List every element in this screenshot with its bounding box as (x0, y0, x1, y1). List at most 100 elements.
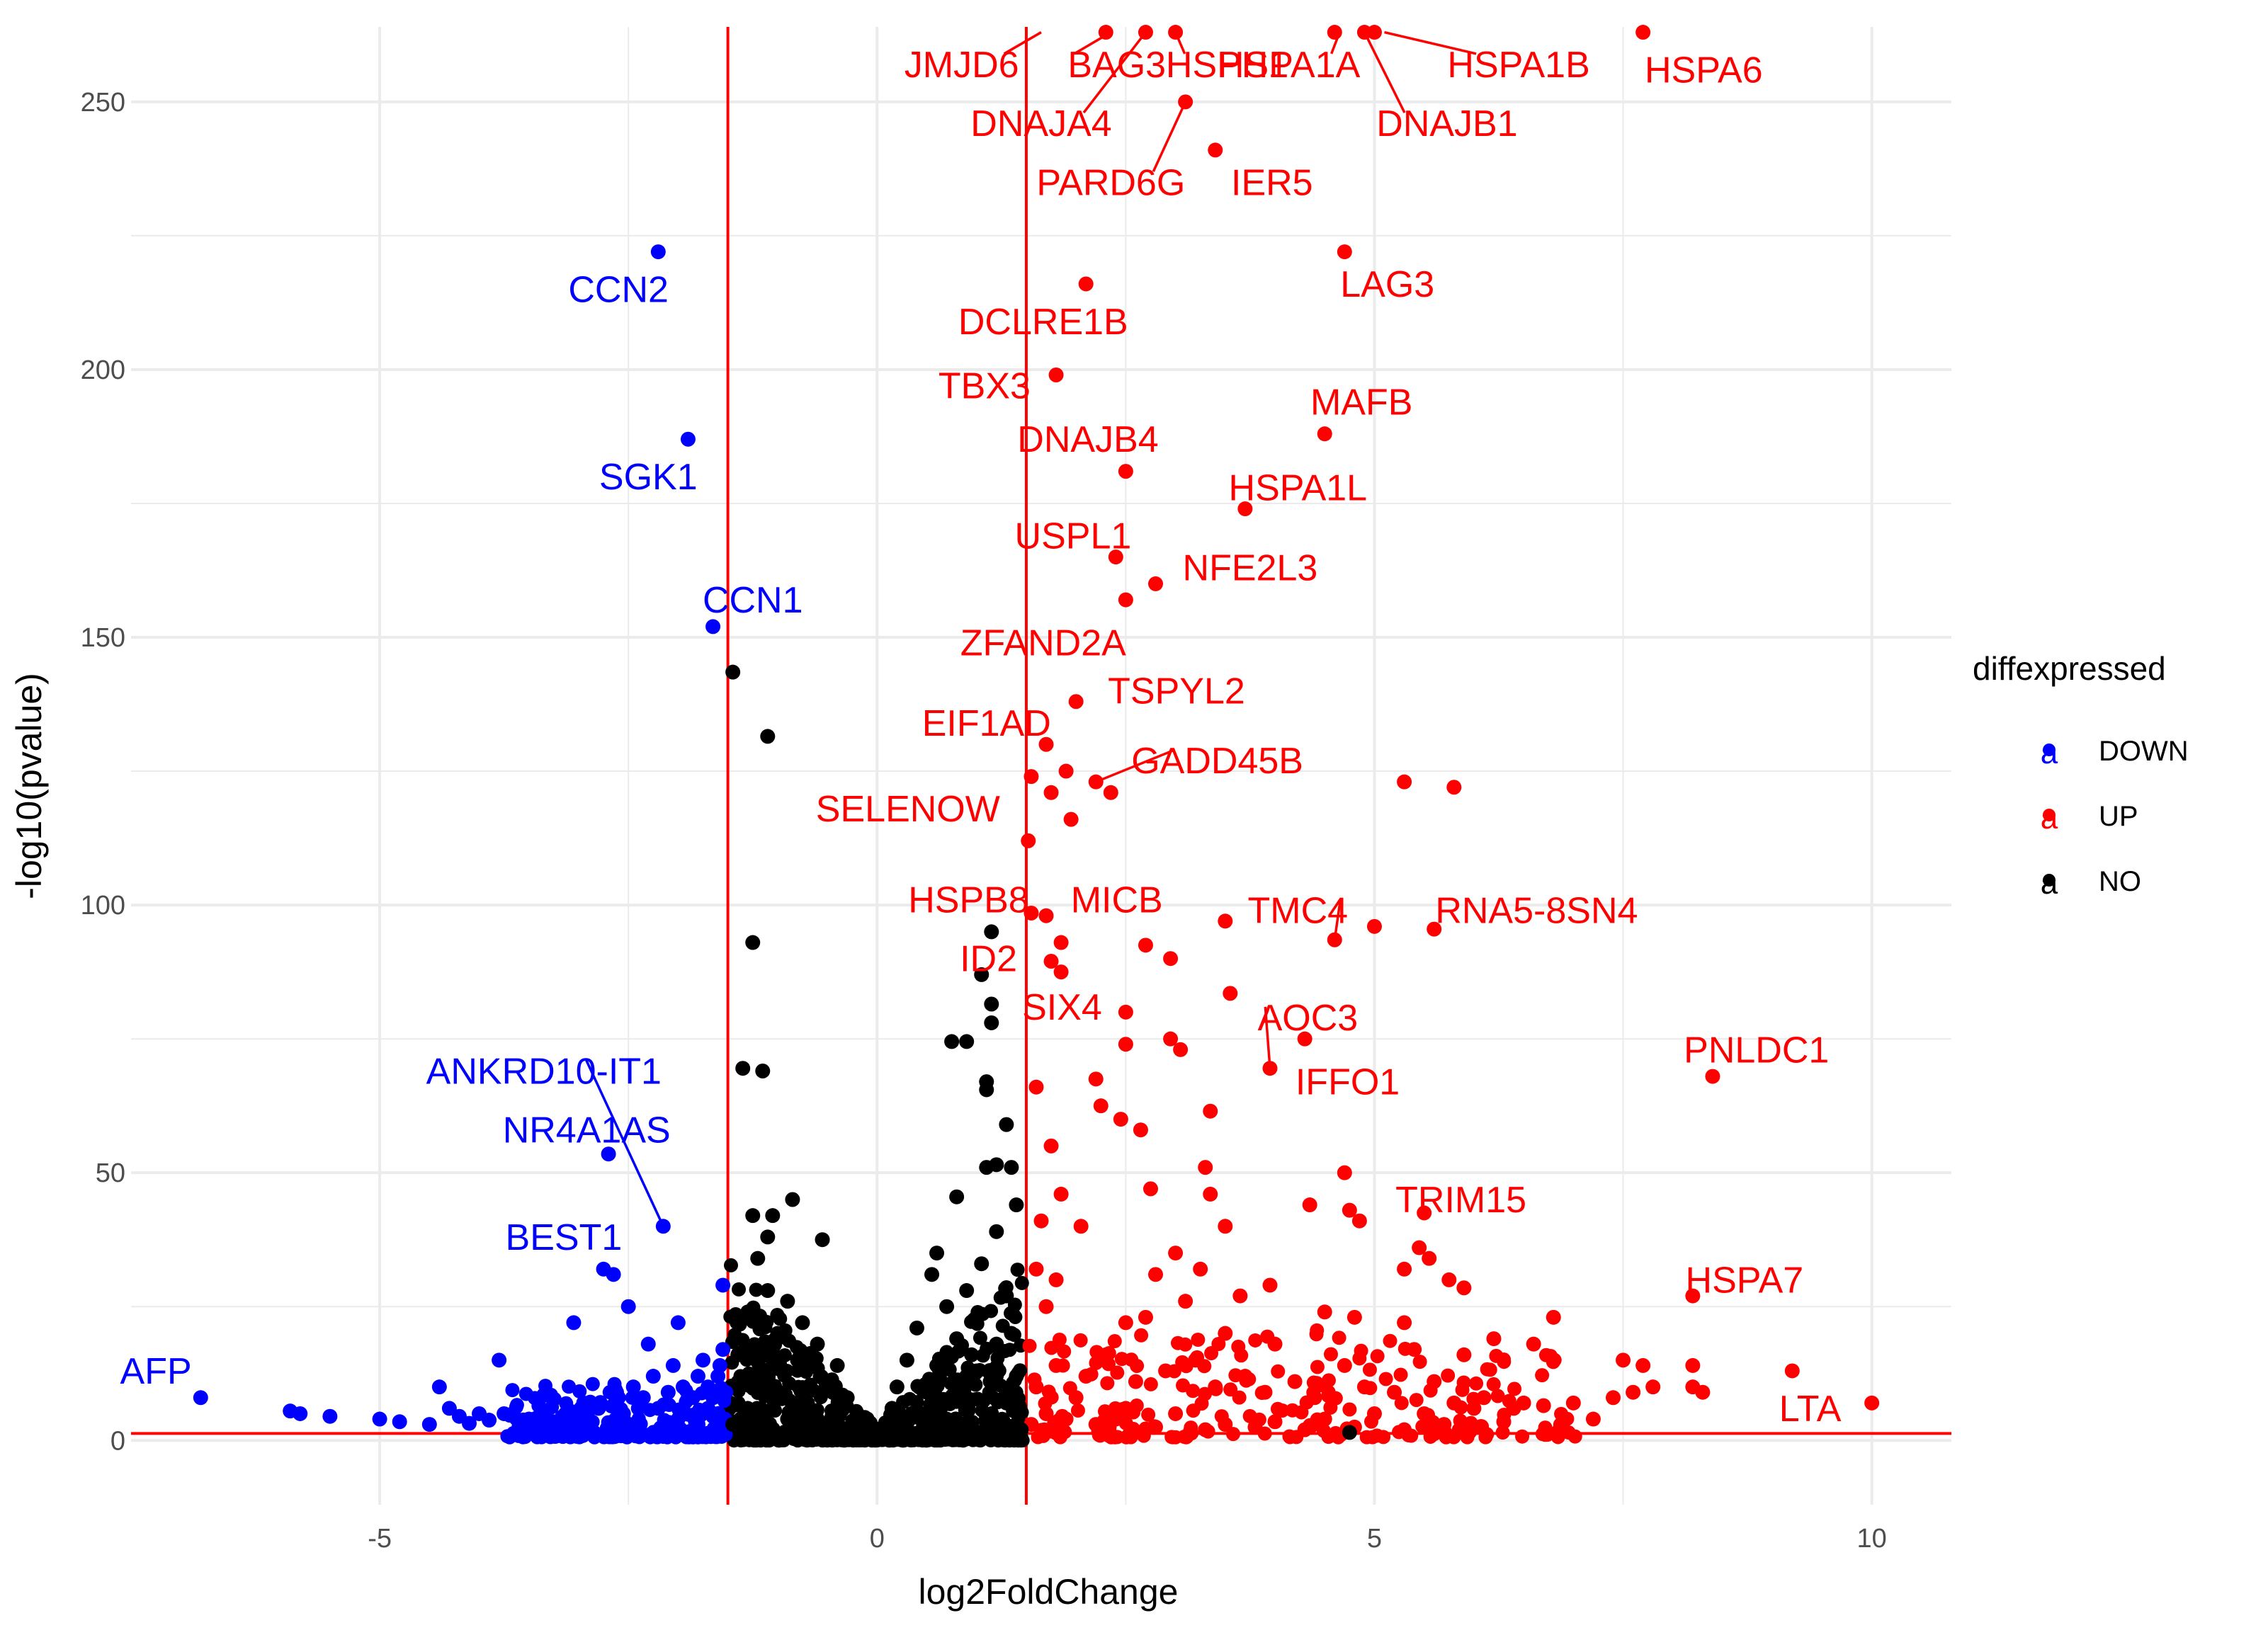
point-down (705, 619, 721, 634)
point-up (1021, 833, 1036, 848)
point-up (1366, 1406, 1382, 1421)
gene-label: AOC3 (1258, 998, 1359, 1039)
point-up-cloud (1186, 1384, 1201, 1398)
point-up-cloud (1378, 1372, 1393, 1386)
point-no-cloud (723, 1258, 738, 1272)
point-up (1223, 986, 1238, 1001)
point-down-cloud (562, 1379, 577, 1394)
point-no (785, 1192, 800, 1207)
point-up (1218, 1417, 1233, 1432)
point-down (551, 1422, 567, 1437)
point-up-cloud (1100, 1376, 1115, 1391)
point-no (1004, 1326, 1019, 1341)
y-axis-title: -log10(pvalue) (9, 673, 49, 899)
gene-label: TMC4 (1248, 891, 1349, 932)
point-up-cloud (1271, 1364, 1286, 1379)
point-down (611, 1417, 626, 1432)
point-down (696, 1352, 711, 1368)
point-up (1038, 736, 1054, 752)
point-up (1302, 1197, 1317, 1213)
point-up (1038, 1406, 1054, 1421)
point-no (879, 1422, 895, 1437)
point-down (715, 1342, 731, 1357)
point-up (1173, 1042, 1189, 1057)
point-no (984, 996, 999, 1012)
leader-line (1264, 1006, 1271, 1069)
point-up-cloud (1370, 1428, 1385, 1443)
y-tick-label: 50 (96, 1158, 125, 1188)
point-no (760, 1229, 776, 1245)
point-no (899, 1352, 914, 1368)
point-down-cloud (669, 1426, 684, 1441)
gene-label: ANKRD10-IT1 (426, 1052, 662, 1093)
point-up-cloud (1394, 1396, 1409, 1411)
gene-label: NFE2L3 (1183, 548, 1318, 589)
point-no (924, 1267, 940, 1282)
legend-entry-label: UP (2099, 801, 2138, 832)
point-no (780, 1411, 795, 1427)
point-up-cloud (1107, 1334, 1122, 1349)
point-no (740, 1304, 756, 1320)
point-no (839, 1390, 855, 1406)
point-up (1198, 1422, 1213, 1437)
point-up (1068, 694, 1084, 710)
point-no-cloud (1014, 1275, 1029, 1290)
point-up (1198, 1160, 1213, 1175)
point-no (999, 1288, 1014, 1304)
point-up (1058, 1411, 1074, 1427)
point-no-cloud (967, 1430, 982, 1445)
point-up-cloud (1041, 1384, 1056, 1399)
point-up (1446, 1395, 1462, 1411)
point-no (859, 1417, 875, 1432)
point-up (1218, 913, 1233, 929)
point-down (635, 1390, 651, 1406)
point-down-cloud (603, 1430, 618, 1445)
point-up-cloud (1176, 1430, 1191, 1445)
point-no (725, 1417, 741, 1432)
gene-label: SELENOW (816, 789, 1000, 830)
point-no-cloud (756, 1409, 771, 1424)
point-up (1616, 1352, 1631, 1368)
point-up (1133, 1122, 1148, 1138)
point-no-cloud (973, 1331, 987, 1345)
point-no (974, 1256, 990, 1272)
point-up-cloud (1073, 1333, 1088, 1348)
point-no-cloud (736, 1432, 751, 1447)
point-no (740, 1401, 756, 1416)
x-tick-label: 0 (870, 1524, 885, 1554)
point-up-cloud (1412, 1355, 1427, 1369)
gene-label: RNA5-8SN4 (1435, 891, 1638, 932)
leader-line (1330, 31, 1341, 55)
point-up-cloud (1105, 1428, 1120, 1443)
point-up-cloud (1567, 1429, 1582, 1444)
point-up-cloud (1170, 1335, 1185, 1350)
point-down (640, 1336, 656, 1352)
point-up (1526, 1336, 1541, 1352)
point-up (1118, 1315, 1133, 1331)
gene-label: GADD45B (1131, 741, 1303, 782)
point-up (1038, 1299, 1054, 1314)
y-tick-label: 250 (81, 88, 125, 118)
point-down-cloud (631, 1411, 646, 1426)
point-no (999, 1117, 1014, 1132)
point-down (511, 1419, 527, 1435)
gene-label: LTA (1779, 1389, 1842, 1430)
point-up-cloud (1550, 1430, 1565, 1445)
point-down (670, 1411, 686, 1427)
point-up (1317, 1304, 1332, 1320)
point-down-cloud (509, 1398, 524, 1413)
point-down (718, 1384, 734, 1400)
point-up (1427, 1374, 1442, 1389)
point-up-cloud (1323, 1347, 1338, 1362)
point-down (675, 1379, 691, 1395)
point-up (1366, 918, 1382, 934)
point-no-cloud (948, 1391, 963, 1406)
point-up (1163, 1031, 1179, 1047)
gene-label: HSPB8 (908, 880, 1029, 921)
legend-entry-label: DOWN (2099, 736, 2189, 767)
point-up (1635, 1357, 1651, 1373)
grid-major (131, 27, 1951, 1505)
point-no (909, 1406, 924, 1421)
